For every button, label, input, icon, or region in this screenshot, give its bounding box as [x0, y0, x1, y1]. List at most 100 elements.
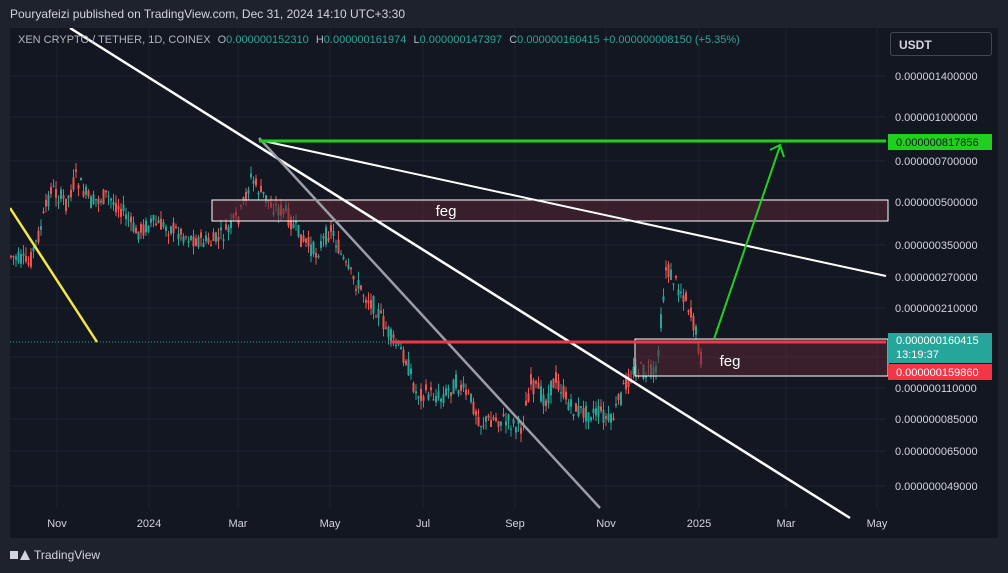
- candle-body: [157, 219, 160, 224]
- feg-zone-lower[interactable]: [634, 338, 889, 377]
- candle-body: [537, 382, 540, 389]
- candle-body: [70, 189, 72, 198]
- candle-body: [47, 194, 50, 207]
- time-axis-label: May: [867, 518, 888, 530]
- candle-body: [487, 415, 490, 418]
- candle-body: [210, 244, 212, 246]
- candle-body: [450, 392, 452, 396]
- symbol-legend: XEN CRYPTO / TETHER, 1D, COINEX O0.00000…: [18, 34, 740, 46]
- candle-body: [592, 408, 595, 414]
- candle-body: [342, 256, 345, 259]
- candle-body: [625, 377, 627, 390]
- candle-body: [125, 214, 127, 220]
- candle-body: [535, 380, 537, 384]
- candle-body: [30, 252, 32, 267]
- symbol-name: XEN CRYPTO / TETHER, 1D, COINEX: [18, 34, 211, 46]
- candle-body: [67, 195, 70, 199]
- candle-body: [462, 383, 465, 388]
- candle-body: [477, 416, 480, 426]
- candle-body: [140, 223, 142, 233]
- candle-body: [440, 398, 442, 402]
- candle-body: [72, 177, 75, 190]
- candle-body: [137, 231, 140, 240]
- candle-body: [482, 425, 485, 427]
- candle-body: [470, 393, 472, 403]
- candle-body: [292, 223, 295, 228]
- candle-body: [187, 241, 190, 243]
- candle-body: [560, 392, 562, 394]
- candle-body: [460, 384, 462, 391]
- candle-body: [27, 262, 30, 265]
- candle-body: [297, 224, 300, 237]
- candle-body: [495, 417, 497, 421]
- candle-body: [420, 388, 422, 401]
- time-axis-label: Mar: [229, 518, 248, 530]
- yellow-trendline[interactable]: [10, 207, 99, 343]
- price-axis-label: 0.000000085000: [895, 414, 978, 426]
- candle-body: [620, 392, 622, 405]
- candle-body: [335, 245, 337, 248]
- countdown-badge-text: 13:19:37: [896, 349, 939, 361]
- descending-trendline[interactable]: [69, 28, 851, 520]
- candle-body: [337, 239, 340, 254]
- candle-body: [367, 300, 370, 304]
- projection-arrow[interactable]: [713, 145, 781, 340]
- candle-body: [675, 276, 677, 278]
- candle-body: [442, 393, 445, 404]
- candle-body: [530, 374, 532, 385]
- candle-body: [215, 232, 217, 242]
- candle-body: [295, 220, 297, 224]
- candle-body: [447, 388, 450, 391]
- candle-body: [610, 414, 612, 423]
- candle-body: [77, 185, 80, 189]
- candle-body: [112, 201, 115, 205]
- time-axis-label: Jul: [416, 518, 430, 530]
- candle-body: [542, 394, 545, 406]
- candle-body: [402, 349, 405, 363]
- candle-body: [305, 238, 307, 243]
- candle-body: [587, 412, 590, 422]
- price-axis-label: 0.000000500000: [895, 197, 978, 209]
- support-price-badge-text: 0.000000159860: [896, 367, 979, 379]
- candle-body: [340, 253, 342, 255]
- candle-body: [175, 226, 177, 228]
- candle-body: [205, 235, 207, 242]
- currency-button[interactable]: USDT: [890, 32, 992, 56]
- candle-body: [497, 421, 500, 427]
- candle-body: [142, 224, 145, 236]
- candle-body: [612, 418, 615, 421]
- candle-body: [395, 344, 397, 346]
- time-axis-label: Sep: [505, 518, 525, 530]
- candle-body: [117, 205, 120, 210]
- feg-zone-upper[interactable]: [211, 199, 889, 222]
- candle-body: [302, 235, 305, 242]
- candle-body: [260, 185, 262, 193]
- candle-body: [505, 421, 507, 426]
- candle-body: [105, 190, 107, 193]
- gray-trendline[interactable]: [258, 137, 601, 509]
- candle-body: [107, 195, 110, 197]
- price-chart[interactable]: feg feg 0.000001400000 0.000001000000 0.0000…: [10, 28, 998, 538]
- candle-body: [492, 417, 495, 420]
- candle-body: [310, 244, 312, 257]
- upper-trendline[interactable]: [258, 139, 887, 277]
- candle-body: [122, 204, 125, 212]
- candle-body: [600, 406, 602, 411]
- candle-body: [390, 329, 392, 342]
- chart-area[interactable]: feg feg 0.000001400000 0.000001000000 0.0000…: [10, 28, 998, 538]
- candle-body: [417, 396, 420, 399]
- candle-body: [375, 316, 377, 318]
- tradingview-logo[interactable]: TradingView: [10, 548, 100, 562]
- candle-body: [160, 218, 162, 230]
- candle-body: [430, 387, 432, 391]
- candle-body: [57, 201, 60, 204]
- candle-body: [405, 360, 407, 365]
- candle-body: [42, 211, 45, 214]
- price-axis-label: 0.000000700000: [895, 156, 978, 168]
- candle-body: [507, 414, 510, 421]
- candle-body: [485, 416, 487, 422]
- candle-body: [87, 190, 90, 197]
- candle-body: [192, 236, 195, 247]
- candle-body: [550, 380, 552, 396]
- candle-body: [400, 347, 402, 350]
